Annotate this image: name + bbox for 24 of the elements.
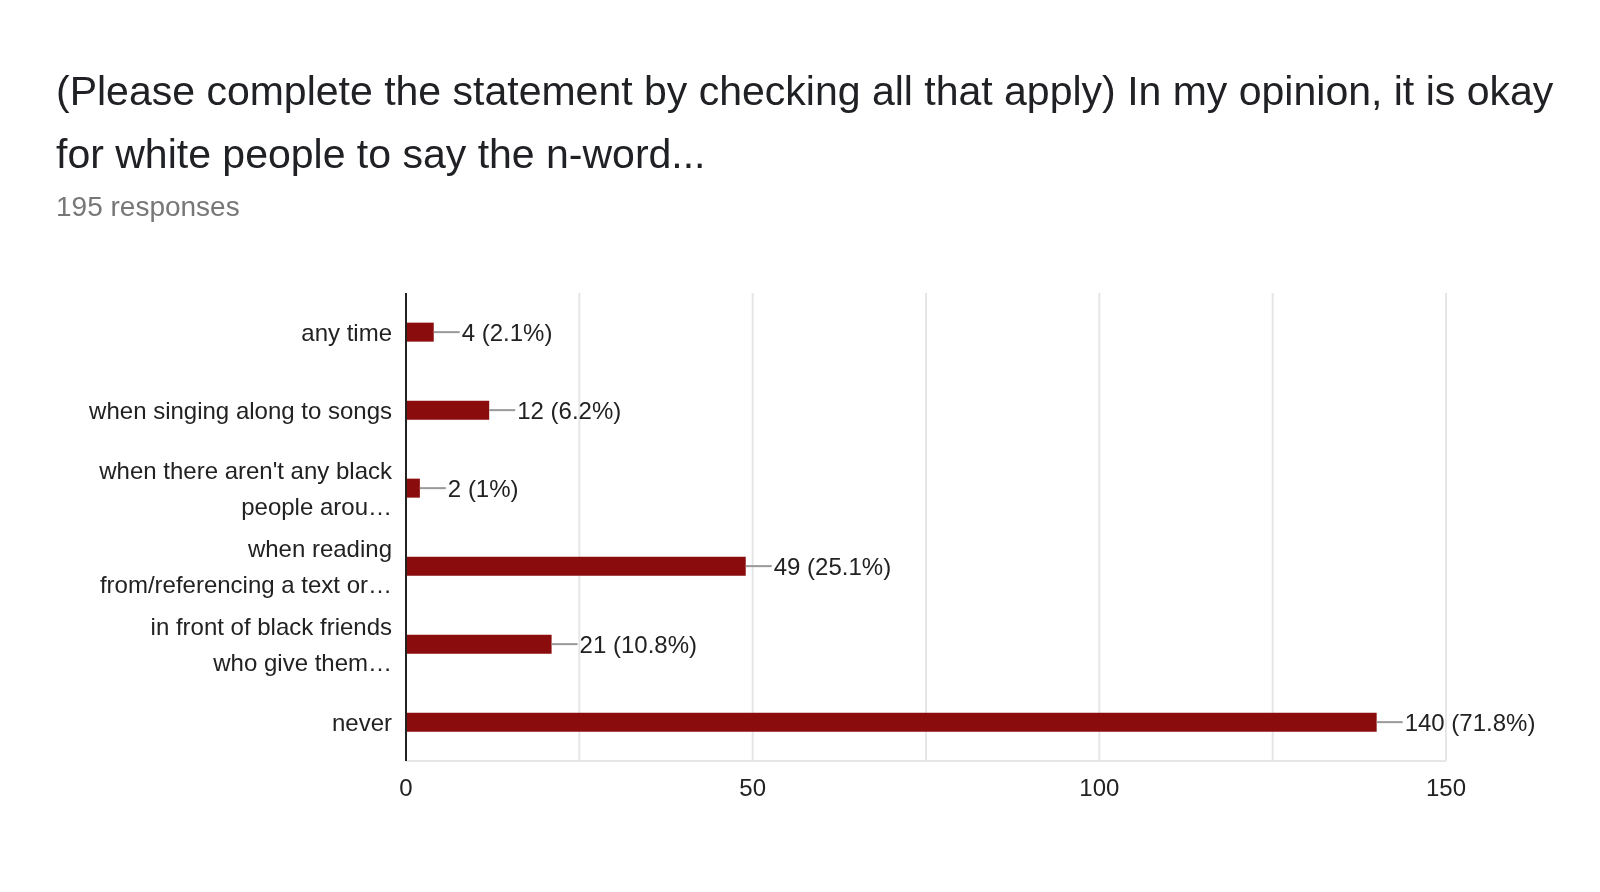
data-label: 49 (25.1%) — [773, 552, 892, 580]
bar — [406, 712, 1377, 732]
bar — [406, 322, 434, 342]
bar — [406, 556, 746, 576]
x-tick-label: 100 — [1079, 774, 1120, 802]
y-tick-label: never — [331, 708, 392, 736]
data-label: 2 (1%) — [447, 474, 519, 502]
y-tick-label: when reading from/referencing a text or… — [99, 534, 392, 598]
bar — [406, 478, 420, 498]
y-tick-label: when singing along to songs — [88, 396, 392, 424]
data-label: 4 (2.1%) — [461, 318, 553, 346]
y-tick-label: any time — [301, 318, 392, 346]
data-label: 21 (10.8%) — [579, 630, 698, 658]
bar — [406, 634, 552, 654]
x-tick-label: 150 — [1425, 774, 1467, 802]
x-tick-label: 50 — [739, 774, 767, 802]
chart-title: (Please complete the statement by checking all that apply) In my opinion, it is okay for white people to say the n-word... — [56, 67, 1555, 179]
y-tick-label: when there aren't any black people arou… — [98, 456, 393, 520]
bar — [406, 400, 490, 420]
data-label: 140 (71.8%) — [1404, 708, 1536, 736]
data-label: 12 (6.2%) — [517, 396, 622, 424]
y-tick-label: in front of black friends who give them… — [150, 612, 392, 676]
text: 195 responses — [56, 191, 240, 223]
x-tick-label: 0 — [399, 774, 413, 802]
